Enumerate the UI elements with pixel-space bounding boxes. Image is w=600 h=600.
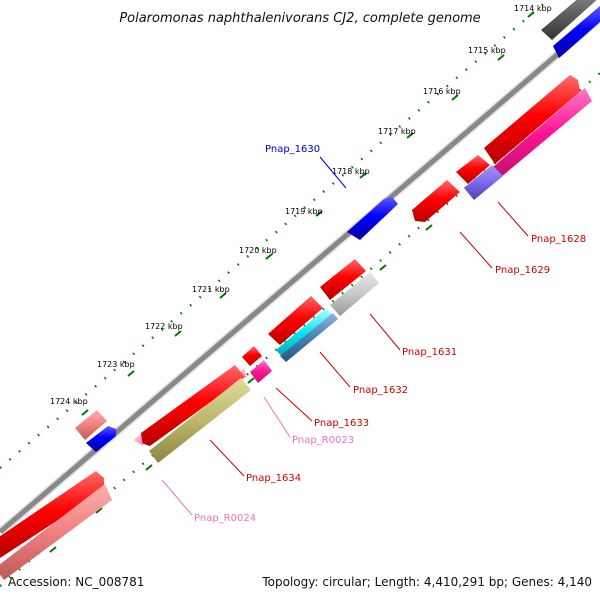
gene-arrow[interactable] xyxy=(493,88,592,178)
trna-pnap-r0024[interactable] xyxy=(134,434,143,446)
tick-label: 1720 kbp xyxy=(239,246,277,255)
label-leaders xyxy=(161,156,529,516)
gene-arrow[interactable] xyxy=(412,180,460,222)
gene-arrow-pnap-1631[interactable] xyxy=(320,259,366,300)
gene-arrow-pnap-1632[interactable] xyxy=(268,296,323,345)
map-title: Polaromonas naphthalenivorans CJ2, compl… xyxy=(119,11,480,26)
tick-labels: 1714 kbp 1715 kbp 1716 kbp 1717 kbp 1718… xyxy=(50,4,552,406)
gene-arrow[interactable] xyxy=(149,378,251,463)
gene-arrow[interactable] xyxy=(250,360,272,383)
gene-arrow[interactable] xyxy=(464,165,503,200)
gene-arrow[interactable] xyxy=(0,471,104,558)
tick-label: 1718 kbp xyxy=(332,167,370,176)
gene-label-pnap-1633[interactable]: Pnap_1633 xyxy=(314,418,369,429)
gene-label-pnap-1629[interactable]: Pnap_1629 xyxy=(495,265,550,276)
gene-arrow-pnap-1630[interactable] xyxy=(347,197,398,240)
gene-arrow[interactable] xyxy=(276,308,335,360)
tick-label: 1724 kbp xyxy=(50,397,88,406)
gene-arrow[interactable] xyxy=(86,426,116,452)
gene-arrow[interactable] xyxy=(75,410,107,440)
gene-arrow-pnap-1628[interactable] xyxy=(484,75,580,164)
gene-features xyxy=(0,0,600,580)
gene-arrow-pnap-1629[interactable] xyxy=(456,155,490,184)
gene-arrow[interactable] xyxy=(280,313,338,362)
gene-arrow[interactable] xyxy=(553,6,600,58)
gene-label-pnap-1632[interactable]: Pnap_1632 xyxy=(353,385,408,396)
outer-tick-circle xyxy=(0,0,549,469)
gene-labels: Pnap_1628 Pnap_1629 Pnap_1630 Pnap_1631 … xyxy=(194,144,586,524)
gene-arrow[interactable] xyxy=(330,272,379,316)
tick-label: 1716 kbp xyxy=(423,87,461,96)
tick-label: 1719 kbp xyxy=(285,207,323,216)
tick-label: 1723 kbp xyxy=(97,360,135,369)
gene-arrow-pnap-1633[interactable] xyxy=(242,346,262,366)
gene-label-pnap-1628[interactable]: Pnap_1628 xyxy=(531,234,586,245)
gene-label-pnap-1634[interactable]: Pnap_1634 xyxy=(246,473,301,484)
gene-label-pnap-r0024[interactable]: Pnap_R0024 xyxy=(194,513,256,524)
gene-arrow[interactable] xyxy=(541,0,600,40)
genome-summary-text: Topology: circular; Length: 4,410,291 bp… xyxy=(261,575,592,589)
tick-label: 1715 kbp xyxy=(468,46,506,55)
gene-label-pnap-r0023[interactable]: Pnap_R0023 xyxy=(292,435,354,446)
trna-pnap-r0023[interactable] xyxy=(238,368,247,378)
accession-text: Accession: NC_008781 xyxy=(8,575,144,589)
gene-label-pnap-1631[interactable]: Pnap_1631 xyxy=(402,347,457,358)
gene-arrow[interactable] xyxy=(0,484,112,580)
major-ticks xyxy=(49,11,572,553)
tick-label: 1714 kbp xyxy=(514,4,552,13)
tick-label: 1717 kbp xyxy=(378,127,416,136)
tick-label: 1722 kbp xyxy=(145,322,183,331)
tick-label: 1721 kbp xyxy=(192,285,230,294)
gene-arrow-pnap-1634[interactable] xyxy=(141,365,245,446)
gene-label-pnap-1630[interactable]: Pnap_1630 xyxy=(265,144,320,155)
